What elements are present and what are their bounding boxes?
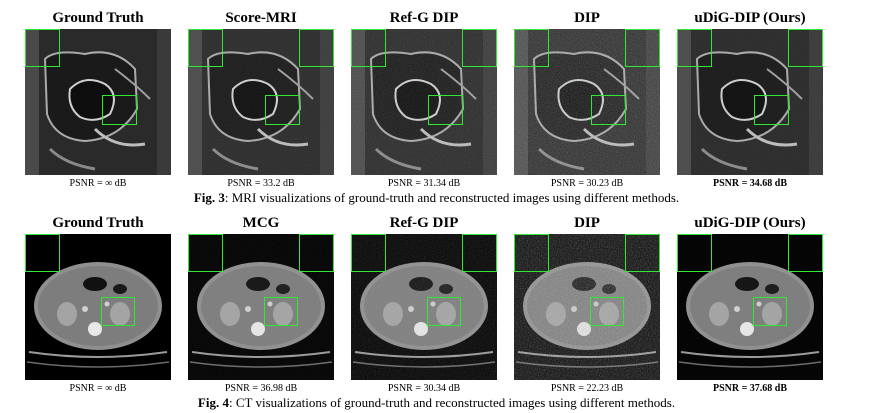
- zoom-inset-error: [788, 29, 823, 67]
- zoom-inset-error: [299, 234, 334, 272]
- method-title: Ref-G DIP: [389, 10, 459, 26]
- zoom-inset-left: [188, 234, 223, 272]
- ct-image-ref-g-dip: [351, 234, 497, 380]
- psnr-label: PSNR = ∞ dB: [69, 383, 127, 394]
- crop-region-box: [427, 297, 461, 326]
- figure-4-label: Fig. 4: [197, 395, 229, 410]
- method-title: DIP: [574, 215, 600, 231]
- figure-3-label: Fig. 3: [193, 190, 225, 205]
- crop-region-box: [264, 297, 298, 326]
- zoom-inset-error: [788, 234, 823, 272]
- ct-image-mcg: [188, 234, 334, 380]
- figure-4-caption: Fig. 4: CT visualizations of ground-trut…: [0, 395, 873, 410]
- ct-scan-illustration: [25, 234, 171, 380]
- psnr-label: PSNR = 30.23 dB: [550, 178, 624, 189]
- psnr-label-best: PSNR = 34.68 dB: [712, 178, 788, 189]
- zoom-inset-left: [25, 234, 60, 272]
- mri-image-ground-truth: [25, 29, 171, 175]
- mri-image-score-mri: [188, 29, 334, 175]
- psnr-label: PSNR = 30.34 dB: [387, 383, 461, 394]
- ct-scan-illustration: [351, 234, 497, 380]
- ct-image-udig-dip: [677, 234, 823, 380]
- figure-3-caption: Fig. 3: MRI visualizations of ground-tru…: [0, 190, 873, 205]
- method-title: uDiG-DIP (Ours): [694, 10, 806, 26]
- method-title: DIP: [574, 10, 600, 26]
- mri-scan-illustration: [351, 29, 497, 175]
- zoom-inset-left: [677, 234, 712, 272]
- crop-region-box: [265, 95, 300, 125]
- crop-region-box: [590, 297, 624, 326]
- figure-4-caption-text: : CT visualizations of ground-truth and …: [228, 395, 676, 410]
- mri-scan-illustration: [25, 29, 171, 175]
- zoom-inset-error: [462, 29, 497, 67]
- crop-region-box: [428, 95, 463, 125]
- mri-image-dip: [514, 29, 660, 175]
- zoom-inset-error: [462, 234, 497, 272]
- psnr-label: PSNR = 36.98 dB: [224, 383, 298, 394]
- ct-image-ground-truth: [25, 234, 171, 380]
- crop-region-box: [753, 297, 787, 326]
- mri-scan-illustration: [188, 29, 334, 175]
- zoom-inset-left: [514, 29, 549, 67]
- method-title: MCG: [242, 215, 280, 231]
- method-title: uDiG-DIP (Ours): [694, 215, 806, 231]
- psnr-label: PSNR = ∞ dB: [69, 178, 127, 189]
- psnr-label-best: PSNR = 37.68 dB: [712, 383, 788, 394]
- zoom-inset-left: [677, 29, 712, 67]
- psnr-label: PSNR = 22.23 dB: [550, 383, 624, 394]
- crop-region-box: [102, 95, 137, 125]
- method-title: Ref-G DIP: [389, 215, 459, 231]
- ct-scan-illustration: [188, 234, 334, 380]
- ct-scan-illustration: [677, 234, 823, 380]
- crop-region-box: [754, 95, 789, 125]
- method-title: Ground Truth: [52, 10, 144, 26]
- zoom-inset-error: [625, 234, 660, 272]
- mri-image-ref-g-dip: [351, 29, 497, 175]
- zoom-inset-left: [188, 29, 223, 67]
- zoom-inset-left: [514, 234, 549, 272]
- ct-image-dip: [514, 234, 660, 380]
- method-title: Score-MRI: [225, 10, 297, 26]
- zoom-inset-error: [299, 29, 334, 67]
- crop-region-box: [591, 95, 626, 125]
- zoom-inset-left: [25, 29, 60, 67]
- zoom-inset-left: [351, 29, 386, 67]
- zoom-inset-error: [625, 29, 660, 67]
- figure-3-caption-text: : MRI visualizations of ground-truth and…: [224, 190, 680, 205]
- mri-image-udig-dip: [677, 29, 823, 175]
- psnr-label: PSNR = 33.2 dB: [227, 178, 295, 189]
- ct-scan-illustration: [514, 234, 660, 380]
- method-title: Ground Truth: [52, 215, 144, 231]
- zoom-inset-left: [351, 234, 386, 272]
- crop-region-box: [101, 297, 135, 326]
- psnr-label: PSNR = 31.34 dB: [387, 178, 461, 189]
- mri-scan-illustration: [514, 29, 660, 175]
